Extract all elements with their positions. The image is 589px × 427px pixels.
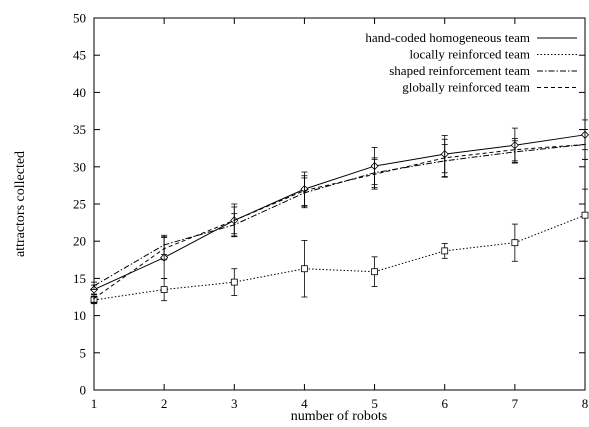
y-tick-label: 50	[73, 11, 86, 26]
y-tick-label: 10	[73, 308, 86, 323]
data-point	[584, 143, 586, 146]
x-tick-label: 7	[512, 396, 519, 411]
legend-label: shaped reinforcement team	[389, 63, 530, 78]
series-line	[93, 143, 586, 299]
x-axis-title: number of robots	[291, 409, 387, 424]
series-layer	[89, 119, 589, 305]
data-point	[93, 285, 95, 287]
data-point	[301, 265, 308, 273]
data-point	[163, 247, 165, 250]
x-tick-label: 5	[371, 396, 378, 411]
data-point	[581, 211, 589, 219]
data-point	[160, 286, 168, 293]
x-axis-ticks: 1 2 3 4 5 6 7 8	[91, 18, 589, 411]
data-point	[373, 173, 376, 176]
x-tick-label: 4	[301, 396, 308, 411]
legend-label: globally reinforced team	[402, 80, 530, 95]
data-point	[443, 157, 446, 159]
data-point	[371, 268, 378, 276]
data-point	[514, 148, 516, 151]
y-tick-label: 0	[80, 383, 87, 398]
y-tick-label: 45	[73, 48, 86, 63]
series-line	[93, 134, 586, 291]
data-point	[511, 239, 519, 247]
y-tick-label: 40	[73, 85, 86, 100]
series-line	[93, 143, 586, 287]
x-tick-label: 6	[441, 396, 448, 411]
series-3	[91, 129, 588, 290]
data-point	[93, 297, 95, 300]
x-tick-label: 8	[582, 396, 589, 411]
y-tick-label: 15	[73, 271, 86, 286]
data-point	[233, 219, 236, 222]
data-point	[303, 189, 306, 192]
y-tick-label: 5	[80, 345, 87, 360]
y-axis-ticks: 0 5 10 15 20 25 30 35 40 45 50	[73, 11, 585, 398]
x-tick-label: 3	[231, 396, 238, 411]
legend-label: locally reinforced team	[409, 47, 530, 62]
y-tick-label: 20	[73, 234, 86, 249]
series-2	[90, 188, 589, 305]
y-axis-title: attractors collected	[13, 151, 28, 257]
y-tick-label: 25	[73, 197, 86, 212]
legend-label: hand-coded homogeneous team	[365, 30, 530, 45]
series-4	[91, 129, 588, 303]
series-1	[89, 119, 589, 295]
data-point	[230, 278, 238, 286]
x-tick-label: 2	[161, 396, 168, 411]
data-point	[441, 247, 449, 255]
x-tick-label: 1	[91, 396, 98, 411]
y-tick-label: 35	[73, 122, 86, 137]
y-tick-label: 30	[73, 159, 86, 174]
legend: hand-coded homogeneous team locally reinf…	[365, 30, 577, 95]
